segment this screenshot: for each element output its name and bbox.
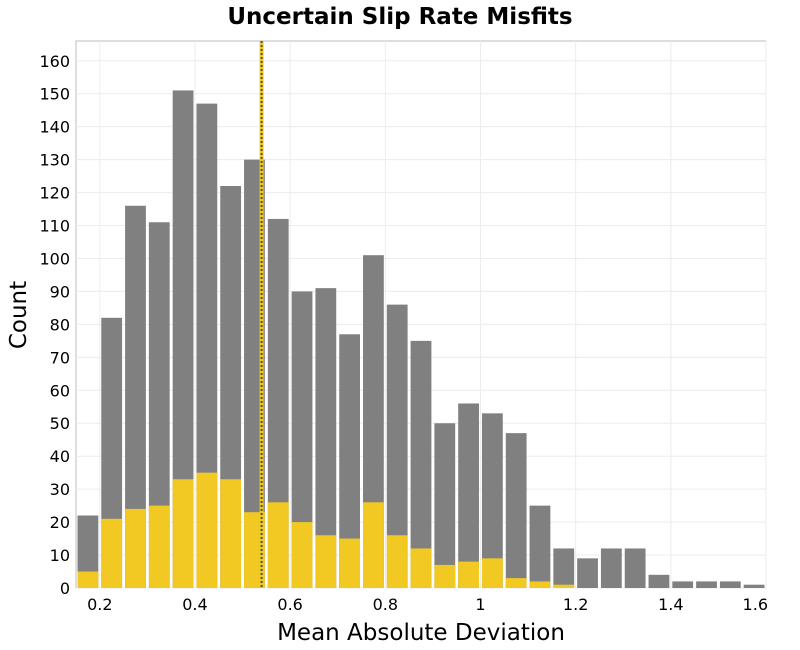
y-tick-label: 150 [39,85,70,104]
y-tick-label: 40 [50,447,70,466]
bar-highlight [529,581,551,588]
x-tick-label: 1.6 [743,595,768,614]
y-tick-label: 120 [39,184,70,203]
x-tick-label: 0.4 [182,595,207,614]
x-tick-label: 1.4 [658,595,683,614]
bar-total [196,103,218,589]
bar-highlight [267,502,289,588]
bar-total [577,558,598,588]
y-axis-label: Count [6,281,32,349]
bar-total [624,548,646,588]
bar-highlight [386,535,408,588]
bar-highlight [339,538,361,588]
bar-total [339,334,361,588]
bar-total [410,340,432,588]
bar-total [315,288,337,588]
y-tick-label: 80 [50,315,70,334]
y-tick-label: 160 [39,52,70,71]
x-tick-label: 0.8 [373,595,398,614]
bar-total [291,291,313,588]
bar-highlight [291,522,313,588]
bar-highlight [458,561,479,588]
bar-highlight [481,558,503,588]
bar-total [267,218,289,588]
y-tick-label: 110 [39,217,70,236]
bar-highlight [196,472,218,588]
y-axis-ticks: 0 10 20 30 40 50 60 70 80 90 100 110 120 130 140 150 160 [39,52,70,598]
bar-total [648,574,670,588]
bar-total [434,423,456,588]
y-tick-label: 30 [50,480,70,499]
bar-total [481,413,503,588]
y-tick-label: 140 [39,118,70,137]
bar-highlight [505,578,527,588]
bar-total [719,581,741,588]
x-axis-label: Mean Absolute Deviation [277,620,565,646]
x-axis-ticks: 0.2 0.4 0.6 0.8 1 1.2 1.4 1.6 [87,595,768,614]
bar-highlight [77,571,99,588]
x-tick-label: 1.2 [563,595,588,614]
bar-total [672,581,694,588]
bar-highlight [553,584,575,588]
bar-highlight [315,535,337,588]
y-tick-label: 10 [50,546,70,565]
bar-highlight [410,548,432,588]
y-tick-label: 100 [39,249,70,268]
y-tick-label: 130 [39,151,70,170]
x-tick-label: 0.2 [87,595,112,614]
x-tick-label: 1 [475,595,485,614]
bar-total [696,581,717,588]
bar-highlight [172,479,194,588]
bar-total [125,205,146,588]
bar-total [529,505,551,588]
bar-total [172,90,194,589]
bar-total [505,433,527,588]
bar-highlight [220,479,242,588]
bar-total [77,515,99,588]
y-tick-label: 50 [50,414,70,433]
bar-highlight [148,505,170,588]
y-tick-label: 0 [60,579,70,598]
bar-total [458,403,479,588]
y-tick-label: 70 [50,348,70,367]
y-tick-label: 60 [50,381,70,400]
bar-total [553,548,575,588]
bars [77,90,765,589]
x-tick-label: 0.6 [277,595,302,614]
bar-total [743,584,765,588]
chart-title: Uncertain Slip Rate Misfits [227,4,572,30]
bar-highlight [125,508,146,588]
bar-total [148,222,170,589]
y-tick-label: 20 [50,513,70,532]
bar-highlight [434,564,456,588]
bar-highlight [363,502,384,588]
bar-total [600,548,622,588]
y-tick-label: 90 [50,282,70,301]
bar-highlight [101,518,123,588]
bar-total [386,304,408,588]
